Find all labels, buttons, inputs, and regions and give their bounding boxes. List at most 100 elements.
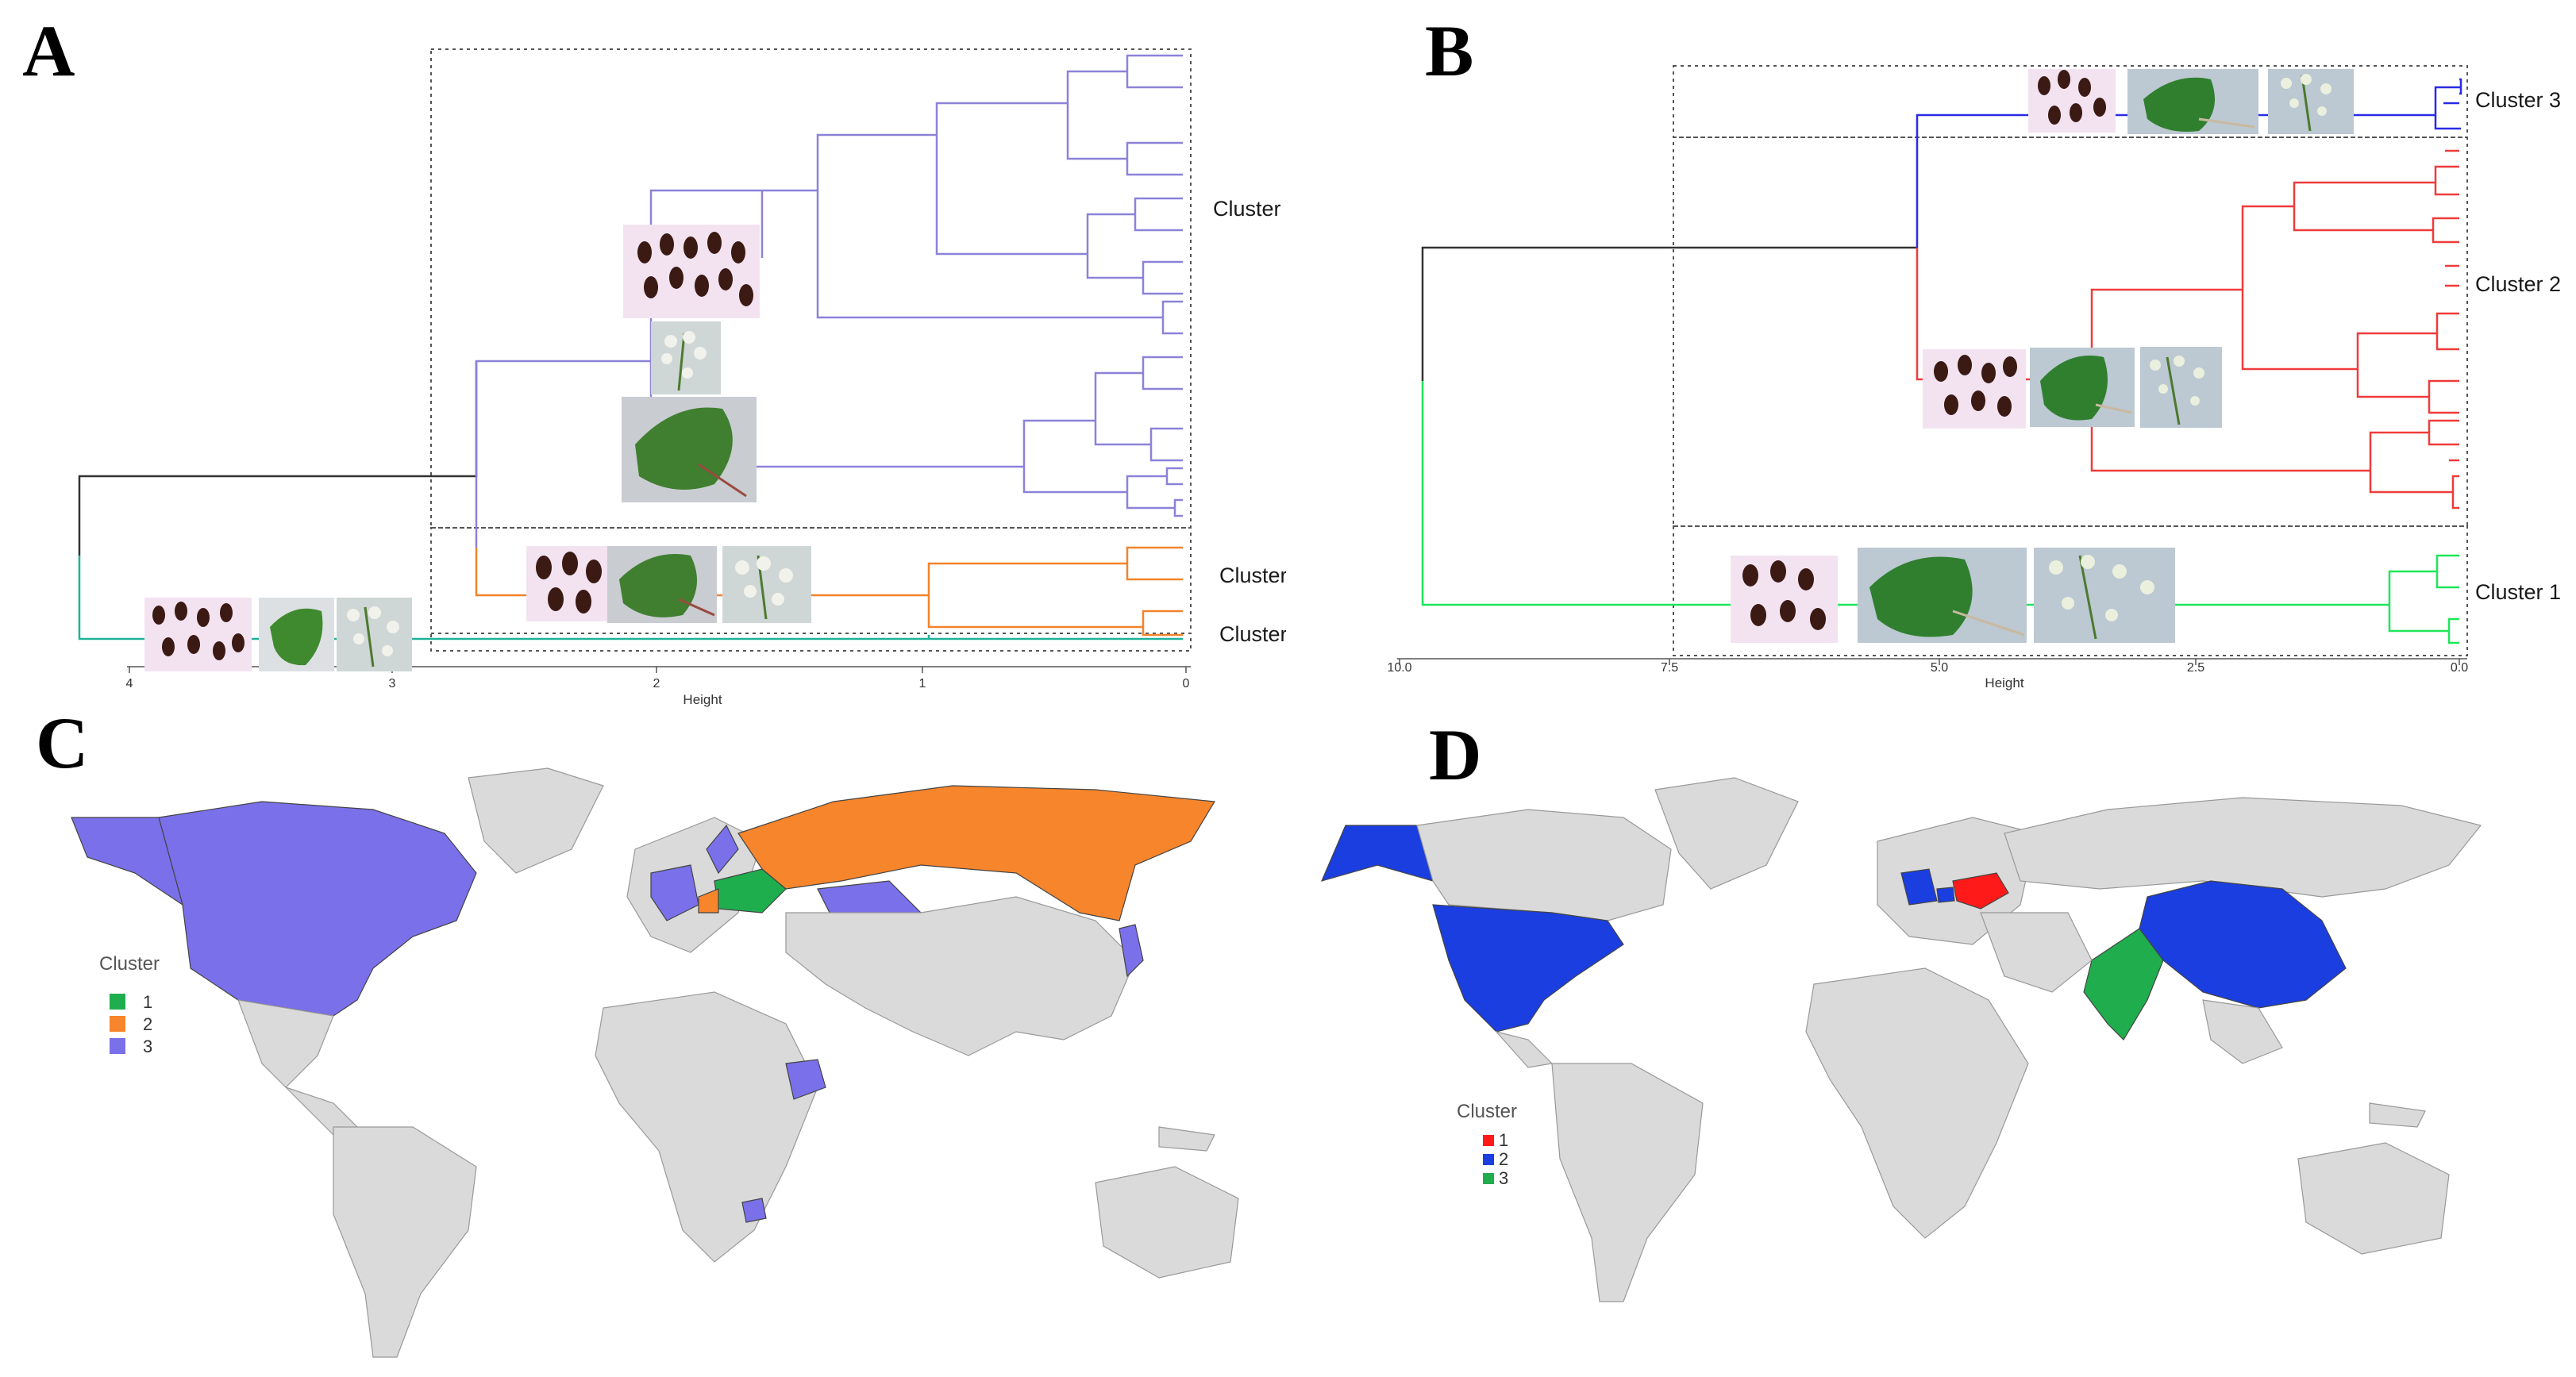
cluster-box-3 bbox=[430, 48, 1192, 529]
flower-photo bbox=[722, 546, 811, 623]
legend-label-d-1: 1 bbox=[1499, 1130, 1508, 1150]
legend-swatch-c-3 bbox=[110, 1038, 125, 1054]
leaf-photo bbox=[2030, 348, 2135, 427]
cluster-label-a-3: Cluster 3 bbox=[1213, 197, 1286, 221]
usa-mexico-cluster-2 bbox=[1432, 904, 1624, 1033]
legend-label-c-3: 3 bbox=[143, 1037, 152, 1056]
cluster-1-branches bbox=[78, 556, 1183, 640]
japan-cluster-3 bbox=[1119, 924, 1144, 978]
legend-d: Cluster 1 2 3 bbox=[1457, 1101, 1517, 1188]
panel-letter-d: D bbox=[1429, 714, 1482, 795]
europe-cluster-2 bbox=[1900, 868, 1938, 906]
world-map-c: Cluster 1 2 3 bbox=[71, 767, 1239, 1358]
cluster-2-branches bbox=[1916, 149, 2459, 510]
central-america bbox=[1495, 1030, 1554, 1068]
root-branch bbox=[1421, 246, 1917, 381]
russia bbox=[2004, 797, 2482, 898]
tick-a-1: 3 bbox=[389, 677, 396, 690]
legend-swatch-d-2 bbox=[1483, 1154, 1494, 1165]
cluster-box-3 bbox=[1673, 65, 2468, 138]
europe-cluster-3 bbox=[650, 864, 699, 921]
australia bbox=[2297, 1142, 2450, 1255]
southeast-asia bbox=[2202, 999, 2283, 1064]
tick-b-4: 0.0 bbox=[2451, 661, 2468, 675]
tick-b-2: 5.0 bbox=[1931, 661, 1948, 675]
south-america bbox=[1551, 1063, 1704, 1302]
legend-label-d-2: 2 bbox=[1499, 1149, 1508, 1169]
flower-photo bbox=[2140, 347, 2222, 428]
axis-b bbox=[1397, 658, 2467, 665]
cluster-box-2 bbox=[1673, 137, 2468, 527]
leaf-photo bbox=[2127, 69, 2258, 134]
alaska bbox=[71, 817, 184, 906]
seed-photo bbox=[1731, 556, 1838, 643]
tick-a-3: 1 bbox=[919, 677, 926, 690]
axis-title-b: Height bbox=[1985, 675, 2023, 690]
cluster-label-a-2: Cluster 2 bbox=[1219, 563, 1286, 587]
leaf-photo bbox=[622, 397, 757, 502]
cluster-box-1 bbox=[1673, 525, 2468, 656]
tick-b-3: 2.5 bbox=[2187, 661, 2204, 675]
tick-a-2: 2 bbox=[653, 677, 660, 690]
south-america bbox=[333, 1126, 477, 1358]
ethiopia-cluster-3 bbox=[785, 1059, 826, 1100]
new-guinea bbox=[2369, 1102, 2426, 1128]
legend-swatch-d-1 bbox=[1483, 1135, 1494, 1146]
seed-photo bbox=[2028, 69, 2116, 133]
australia bbox=[1095, 1166, 1239, 1279]
europe-cluster-2-small bbox=[1936, 887, 1955, 903]
europe-cluster-2 bbox=[698, 888, 719, 914]
cluster-label-b-3: Cluster 3 bbox=[2475, 88, 2561, 112]
root-branch bbox=[78, 361, 478, 556]
middle-east bbox=[1980, 912, 2093, 993]
canada bbox=[1416, 809, 1672, 921]
dendrogram-a: 4 3 2 1 0 Height Cluster 3 Cluster 2 Clu… bbox=[78, 48, 1286, 707]
new-guinea bbox=[1158, 1126, 1215, 1152]
cluster-label-b-2: Cluster 2 bbox=[2475, 272, 2561, 296]
tick-a-4: 0 bbox=[1183, 677, 1190, 690]
south-africa-cluster-3 bbox=[741, 1198, 767, 1223]
africa bbox=[595, 991, 818, 1263]
legend-title-d-text: Cluster bbox=[1457, 1101, 1517, 1122]
axis-title-a: Height bbox=[683, 692, 722, 707]
legend-label-c-1: 1 bbox=[143, 992, 152, 1012]
alaska-cluster-2 bbox=[1320, 825, 1434, 882]
legend-swatch-c-2 bbox=[110, 1016, 125, 1032]
greenland bbox=[1654, 777, 1799, 890]
europe-cluster-3 bbox=[706, 824, 739, 875]
india-cluster-3 bbox=[2083, 928, 2164, 1040]
leaf-photo bbox=[259, 598, 334, 671]
seed-photo bbox=[623, 225, 760, 318]
flower-photo bbox=[2034, 548, 2175, 643]
leaf-photo bbox=[607, 546, 717, 623]
cluster-label-b-1: Cluster 1 bbox=[2475, 580, 2561, 604]
legend-swatch-c-1 bbox=[110, 994, 125, 1010]
world-map-d bbox=[1320, 777, 2482, 1302]
panel-letter-c: C bbox=[36, 702, 89, 783]
russia-cluster-2 bbox=[737, 785, 1216, 921]
flower-photo bbox=[2268, 69, 2354, 134]
leaf-photo bbox=[1858, 548, 2027, 643]
panel-letter-b: B bbox=[1425, 10, 1474, 91]
cluster-label-a-1: Cluster 1 bbox=[1219, 622, 1286, 646]
ukraine-cluster-1 bbox=[1952, 872, 2009, 910]
asia bbox=[785, 896, 1136, 1056]
africa bbox=[1805, 967, 2029, 1239]
seed-photo bbox=[526, 546, 610, 621]
dendrogram-b: 10.0 7.5 5.0 2.5 0.0 Height Cluster 3 Cl… bbox=[1387, 65, 2561, 690]
seed-photo bbox=[1923, 349, 2026, 429]
flower-photo bbox=[651, 321, 721, 394]
china-cluster-2 bbox=[2139, 880, 2347, 1009]
legend-title-c: Cluster bbox=[99, 953, 160, 975]
north-america-cluster-3 bbox=[158, 801, 477, 1017]
legend-label-c-2: 2 bbox=[143, 1014, 152, 1034]
legend-swatch-d-3 bbox=[1483, 1173, 1494, 1184]
seed-photo bbox=[144, 598, 252, 671]
tick-b-1: 7.5 bbox=[1661, 661, 1678, 675]
legend-label-d-3: 3 bbox=[1499, 1168, 1508, 1188]
cluster-box-1 bbox=[430, 633, 1192, 652]
cluster-3-branches bbox=[475, 54, 1183, 548]
cluster-3-branches bbox=[1916, 78, 2462, 248]
tick-b-0: 10.0 bbox=[1387, 661, 1411, 675]
greenland bbox=[468, 767, 604, 874]
